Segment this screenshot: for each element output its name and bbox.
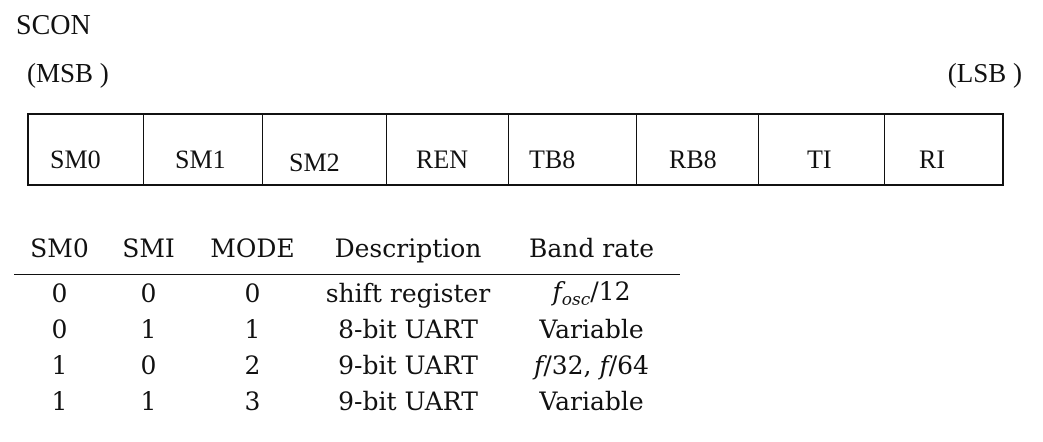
register-bit-label: TB8 xyxy=(529,145,576,174)
cell-sm1: 1 xyxy=(140,314,157,344)
mode-table-header: SM0 SMI MODE Description Band rate xyxy=(14,234,680,275)
register-bit-ri: RI xyxy=(885,115,1002,184)
mode-table: SM0 SMI MODE Description Band rate 0 0 0… xyxy=(14,234,680,419)
table-row: 0 0 0 shift register fosc/12 xyxy=(14,275,680,312)
cell-band-rate: fosc/12 xyxy=(503,275,680,312)
register-bit-sm2: SM2 xyxy=(263,115,387,184)
register-bit-label: SM1 xyxy=(175,145,226,174)
cell-mode: 3 xyxy=(244,386,261,416)
register-bit-label: SM2 xyxy=(289,148,340,177)
header-sm0: SM0 xyxy=(14,234,105,275)
register-bit-label: RB8 xyxy=(669,145,717,174)
msb-label: (MSB ) xyxy=(27,58,109,88)
register-bit-sm0: SM0 xyxy=(29,115,144,184)
cell-mode: 1 xyxy=(244,314,261,344)
header-band-rate: Band rate xyxy=(503,234,680,275)
register-bit-tb8: TB8 xyxy=(509,115,637,184)
header-mode: MODE xyxy=(192,234,313,275)
cell-sm1: 1 xyxy=(140,386,157,416)
register-bit-label: RI xyxy=(919,145,945,174)
register-bit-ti: TI xyxy=(759,115,885,184)
rate-f: f xyxy=(599,350,609,380)
table-row: 1 0 2 9-bit UART f/32, f/64 xyxy=(14,347,680,383)
cell-sm0: 1 xyxy=(51,386,68,416)
table-row: 0 1 1 8-bit UART Variable xyxy=(14,311,680,347)
cell-sm0: 0 xyxy=(51,314,68,344)
scon-register-diagram: SM0 SM1 SM2 REN TB8 RB8 TI RI xyxy=(27,113,1004,186)
cell-mode: 0 xyxy=(244,278,261,308)
rate-f: f xyxy=(534,350,544,380)
lsb-label: (LSB ) xyxy=(947,58,1022,88)
cell-description: 8-bit UART xyxy=(338,314,478,344)
cell-sm0: 1 xyxy=(51,350,68,380)
register-bit-ren: REN xyxy=(387,115,509,184)
cell-band-rate: Variable xyxy=(539,386,644,416)
cell-sm0: 0 xyxy=(51,278,68,308)
rate-divisor: /32, xyxy=(543,350,600,380)
register-bit-sm1: SM1 xyxy=(144,115,263,184)
rate-f: f xyxy=(552,276,562,306)
rate-divisor: /12 xyxy=(590,276,631,306)
rate-divisor: /64 xyxy=(608,350,649,380)
cell-sm1: 0 xyxy=(140,350,157,380)
table-row: 1 1 3 9-bit UART Variable xyxy=(14,383,680,419)
header-smi: SMI xyxy=(105,234,192,275)
cell-sm1: 0 xyxy=(140,278,157,308)
register-title: SCON xyxy=(16,10,91,41)
cell-description: shift register xyxy=(325,278,491,308)
cell-band-rate: f/32, f/64 xyxy=(503,347,680,383)
cell-description: 9-bit UART xyxy=(338,386,478,416)
cell-description: 9-bit UART xyxy=(338,350,478,380)
register-bit-rb8: RB8 xyxy=(637,115,759,184)
register-bit-label: SM0 xyxy=(50,145,101,174)
rate-subscript: osc xyxy=(561,289,591,310)
header-description: Description xyxy=(313,234,503,275)
cell-mode: 2 xyxy=(244,350,261,380)
register-bit-label: TI xyxy=(807,145,832,174)
cell-band-rate: Variable xyxy=(539,314,644,344)
register-bit-label: REN xyxy=(416,145,468,174)
